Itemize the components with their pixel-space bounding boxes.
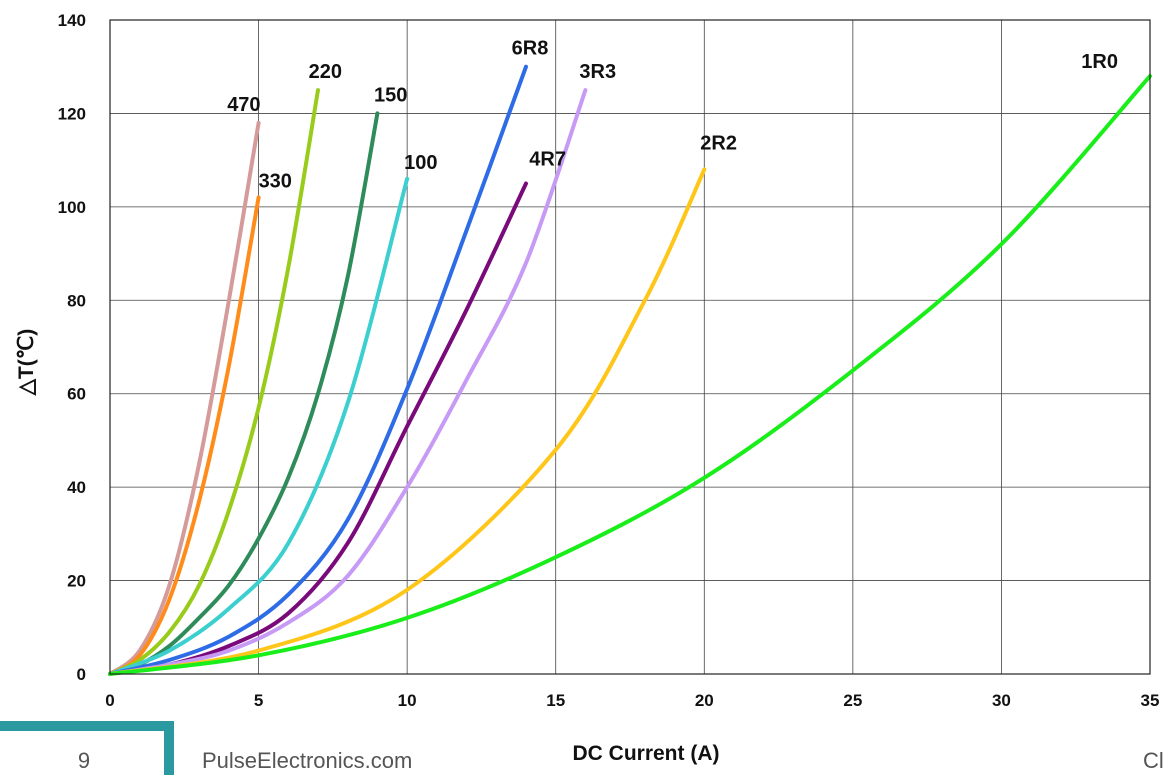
x-tick-label: 25 xyxy=(843,691,862,710)
series-label-220: 220 xyxy=(309,61,342,83)
x-tick-label: 5 xyxy=(254,691,263,710)
series-line-470 xyxy=(108,120,261,676)
series-line-220 xyxy=(108,88,320,676)
y-tick-label: 40 xyxy=(67,478,86,497)
series-line-100 xyxy=(108,176,410,676)
x-tick-label: 30 xyxy=(992,691,1011,710)
series-line-4R7 xyxy=(108,181,528,676)
series-label-6R8: 6R8 xyxy=(512,38,549,60)
y-tick-label: 80 xyxy=(67,291,86,310)
y-tick-label: 20 xyxy=(67,572,86,591)
x-tick-labels: 0 5 10 15 20 25 30 35 xyxy=(105,691,1159,710)
series-label-100: 100 xyxy=(404,152,437,174)
axis-frame xyxy=(109,19,1151,675)
y-tick-labels: 0 20 40 60 80 100 120 140 xyxy=(58,11,86,684)
y-axis-title: △T(℃) xyxy=(15,329,38,397)
x-tick-label: 10 xyxy=(398,691,417,710)
series-line-3R3 xyxy=(108,88,588,676)
series-lines xyxy=(108,64,1152,676)
series-label-4R7: 4R7 xyxy=(529,149,566,171)
y-tick-label: 100 xyxy=(58,198,86,217)
x-tick-label: 15 xyxy=(546,691,565,710)
series-label-470: 470 xyxy=(227,94,260,116)
y-tick-label: 120 xyxy=(58,104,86,123)
footer-corner-text: Cl xyxy=(1143,748,1164,773)
series-line-6R8 xyxy=(108,64,528,676)
series-line-330 xyxy=(108,195,261,676)
series-label-1R0: 1R0 xyxy=(1081,51,1118,73)
series-label-330: 330 xyxy=(259,171,292,193)
series-labels: 470 330 220 150 100 6R8 4R7 3R3 2R2 1R0 xyxy=(227,38,1118,193)
series-line-1R0 xyxy=(108,74,1152,676)
footer-website: PulseElectronics.com xyxy=(202,748,412,773)
x-axis-title: DC Current (A) xyxy=(573,742,720,765)
x-tick-label: 0 xyxy=(105,691,114,710)
series-line-2R2 xyxy=(108,167,707,676)
series-label-2R2: 2R2 xyxy=(700,132,737,154)
y-tick-label: 60 xyxy=(67,385,86,404)
series-line-150 xyxy=(108,111,380,676)
series-label-3R3: 3R3 xyxy=(579,61,616,83)
page-number: 9 xyxy=(78,748,90,773)
x-tick-label: 20 xyxy=(695,691,714,710)
footer: 9 PulseElectronics.com Cl xyxy=(0,721,1164,775)
x-tick-label: 35 xyxy=(1141,691,1160,710)
footer-accent-bracket xyxy=(0,721,174,775)
series-label-150: 150 xyxy=(374,84,407,106)
y-tick-label: 140 xyxy=(58,11,86,30)
y-tick-label: 0 xyxy=(77,665,86,684)
plot-frame xyxy=(109,19,1151,675)
